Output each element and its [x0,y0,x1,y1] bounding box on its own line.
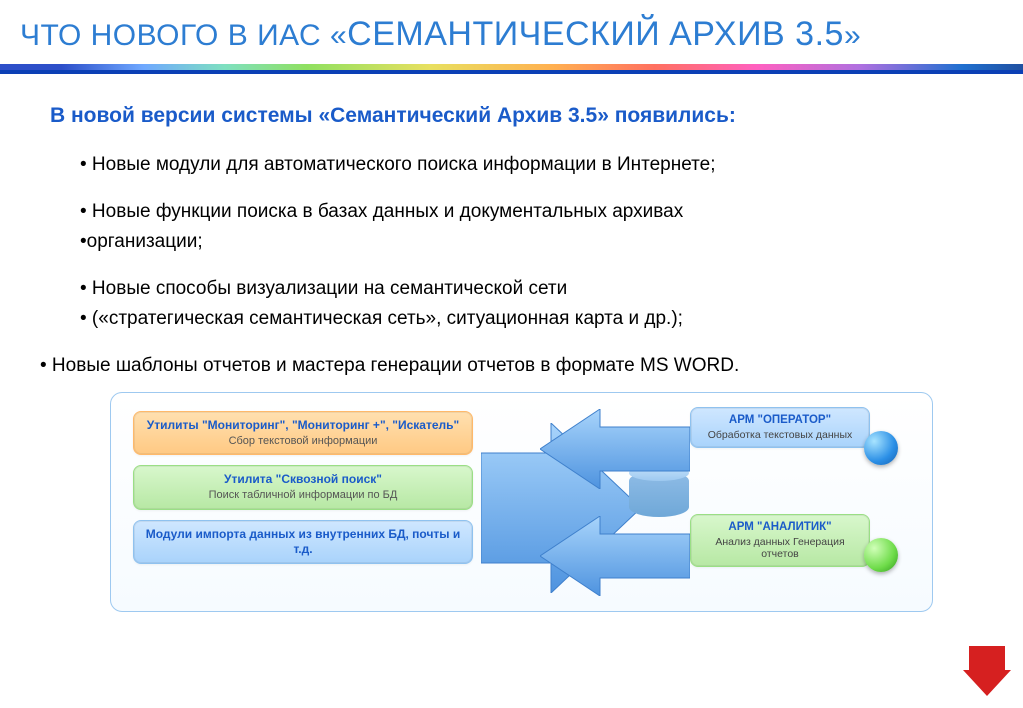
bullet-group: • Новые модули для автоматического поиск… [80,152,973,179]
arm-subtitle: Анализ данных Генерация отчетов [699,536,861,560]
sphere-blue-icon [864,431,898,465]
title-word2: АРХИВ 3.5 [669,15,844,53]
arm-title: АРМ "ОПЕРАТОР" [699,414,861,426]
module-title: Утилиты "Мониторинг", "Мониторинг +", "И… [142,418,464,433]
next-slide-arrow-icon[interactable] [961,644,1011,698]
bullet-line: • («стратегическая семантическая сеть», … [80,306,973,333]
rainbow-divider [0,64,1023,74]
page-title: ЧТО НОВОГО В ИАС «СЕМАНТИЧЕСКИЙ АРХИВ 3.… [0,0,1023,64]
title-word1: СЕМАНТИЧЕСКИЙ [347,15,660,53]
title-prefix: ЧТО НОВОГО В ИАС « [20,19,347,52]
bullet-group: • Новые функции поиска в базах данных и … [80,199,973,256]
module-title: Утилита "Сквозной поиск" [142,472,464,487]
arm-subtitle: Обработка текстовых данных [699,429,861,441]
arm-operator-box: АРМ "ОПЕРАТОР" Обработка текстовых данны… [690,407,870,448]
module-subtitle: Сбор текстовой информации [142,435,464,449]
arm-analyst-box: АРМ "АНАЛИТИК" Анализ данных Генерация о… [690,514,870,567]
bullet-line: • Новые функции поиска в базах данных и … [80,199,973,226]
module-box-monitoring: Утилиты "Мониторинг", "Мониторинг +", "И… [133,411,473,456]
right-arm-column: АРМ "ОПЕРАТОР" Обработка текстовых данны… [680,401,910,615]
module-box-import: Модули импорта данных из внутренних БД, … [133,520,473,564]
sphere-green-icon [864,538,898,572]
architecture-diagram: Утилиты "Мониторинг", "Мониторинг +", "И… [110,392,933,612]
bullet-line: • Новые модули для автоматического поиск… [80,152,973,179]
module-subtitle: Поиск табличной информации по БД [142,489,464,503]
bullet-group: • Новые способы визуализации на семантич… [80,276,973,333]
bullet-outer: • Новые шаблоны отчетов и мастера генера… [40,353,973,380]
left-modules-column: Утилиты "Мониторинг", "Мониторинг +", "И… [133,411,473,575]
arm-title: АРМ "АНАЛИТИК" [699,521,861,533]
bullet-line: •организации; [80,229,973,256]
bullet-line: • Новые способы визуализации на семантич… [80,276,973,303]
arm-operator-group: АРМ "ОПЕРАТОР" Обработка текстовых данны… [680,401,910,496]
arm-analyst-group: АРМ "АНАЛИТИК" Анализ данных Генерация о… [680,508,910,603]
bullet-list: • Новые модули для автоматического поиск… [80,152,973,380]
arrow-from-operator-icon [540,409,690,489]
content-area: В новой версии системы «Семантический Ар… [0,74,1023,622]
subtitle: В новой версии системы «Семантический Ар… [50,104,973,128]
title-suffix: » [844,19,861,52]
arrow-from-analyst-icon [540,516,690,596]
module-title: Модули импорта данных из внутренних БД, … [142,527,464,557]
module-box-search: Утилита "Сквозной поиск" Поиск табличной… [133,465,473,510]
